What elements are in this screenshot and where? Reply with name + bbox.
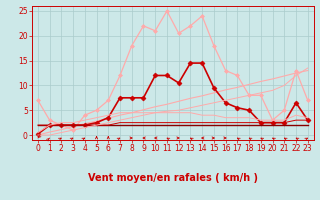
X-axis label: Vent moyen/en rafales ( km/h ): Vent moyen/en rafales ( km/h ) <box>88 173 258 183</box>
